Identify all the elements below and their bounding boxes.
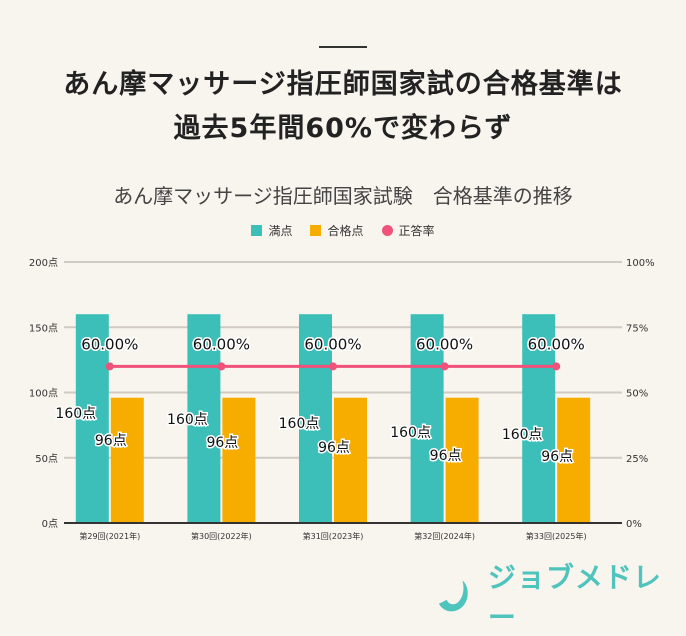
full-data-label: 160点	[502, 427, 543, 443]
y-right-tick-label: 50%	[626, 389, 648, 400]
divider	[319, 46, 367, 48]
headline-line-2: 過去5年間60%で変わらず	[173, 113, 513, 144]
y-left-tick-label: 0点	[42, 518, 58, 530]
bar-full	[299, 314, 332, 523]
rate-point	[217, 362, 226, 371]
full-data-label: 160点	[167, 412, 208, 428]
y-right-tick-label: 75%	[626, 323, 648, 334]
rate-point	[329, 362, 337, 371]
bar-pass	[334, 397, 367, 523]
rate-point	[552, 362, 561, 371]
bar-pass	[557, 397, 591, 523]
legend-swatch	[310, 225, 322, 236]
y-left-tick-label: 200点	[29, 257, 58, 269]
x-tick-label: 第33回(2025年)	[526, 531, 587, 541]
x-tick-label: 第31回(2023年)	[303, 531, 364, 541]
legend-label: 合格点	[327, 224, 364, 238]
legend-label: 正答率	[398, 224, 435, 238]
rate-data-label: 60.00%	[416, 335, 473, 353]
chart-plot: 0点 0% 50点 25% 100点 50% 150点 75% 200点 100% 第29回(202…	[29, 257, 655, 541]
bar-full	[187, 314, 221, 523]
pass-data-label: 96点	[318, 440, 350, 456]
logo: ジョブメドレー	[435, 556, 686, 636]
y-left-tick-label: 100点	[29, 388, 58, 400]
pass-data-label: 96点	[95, 433, 127, 449]
pass-data-label: 96点	[541, 449, 573, 465]
pass-data-label: 96点	[206, 435, 238, 451]
legend-item-rate: 正答率	[381, 222, 435, 239]
bar-pass	[110, 397, 144, 523]
bar-full	[75, 314, 109, 523]
bar-pass	[445, 397, 479, 523]
legend: 満点 合格点 正答率	[0, 222, 686, 239]
y-right-tick-label: 100%	[626, 258, 655, 269]
x-tick-label: 第32回(2024年)	[414, 531, 475, 541]
x-tick-label: 第30回(2022年)	[191, 531, 252, 541]
rate-data-label: 60.00%	[528, 335, 585, 353]
bar-full	[410, 314, 444, 523]
legend-swatch	[251, 225, 263, 236]
legend-item-full: 満点	[251, 222, 292, 239]
bar-full	[522, 314, 556, 523]
y-left-tick-label: 150点	[29, 322, 58, 334]
pass-data-label: 96点	[430, 448, 462, 464]
rate-point	[440, 362, 449, 371]
logo-text: ジョブメドレー	[487, 561, 662, 634]
rate-data-label: 60.00%	[193, 335, 250, 353]
x-tick-label: 第29回(2021年)	[79, 531, 140, 541]
bar-pass	[222, 397, 256, 523]
legend-item-pass: 合格点	[310, 222, 364, 239]
headline-line-1: あん摩マッサージ指圧師国家試の合格基準は	[63, 69, 623, 100]
full-data-label: 160点	[55, 406, 96, 422]
rate-data-label: 60.00%	[81, 335, 138, 353]
chart-title: あん摩マッサージ指圧師国家試験 合格基準の推移	[113, 184, 573, 208]
legend-label: 満点	[268, 224, 293, 238]
full-data-label: 160点	[390, 425, 431, 441]
rate-point	[105, 362, 114, 371]
rate-data-label: 60.00%	[304, 335, 361, 353]
y-left-tick-label: 50点	[35, 453, 58, 465]
y-right-tick-label: 0%	[626, 519, 642, 530]
full-data-label: 160点	[279, 416, 320, 432]
logo-mark-icon	[438, 580, 468, 612]
y-right-tick-label: 25%	[626, 454, 648, 465]
legend-swatch	[381, 225, 393, 236]
